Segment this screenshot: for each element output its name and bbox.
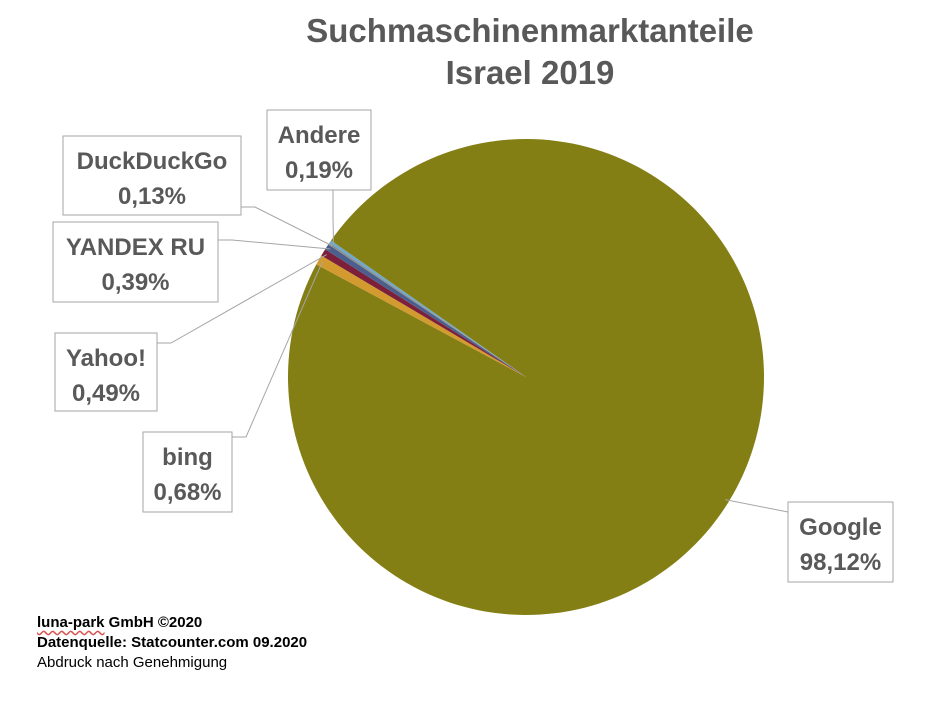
slice-value-yandex-ru: 0,39% bbox=[101, 269, 169, 296]
label-box-yahoo bbox=[54, 332, 158, 412]
slice-name-bing: bing bbox=[162, 444, 213, 471]
leader-line-duckduckgo bbox=[241, 206, 333, 247]
pie-slice-yandex-ru bbox=[325, 244, 526, 377]
label-box-andere bbox=[266, 109, 372, 191]
brand-name: luna-park bbox=[37, 614, 105, 631]
leader-line-yandex-ru bbox=[218, 239, 331, 250]
pie-slice-yahoo bbox=[321, 249, 526, 377]
copyright-text: GmbH ©2020 bbox=[104, 614, 203, 631]
label-box-yandex-ru bbox=[52, 221, 219, 303]
label-box-duckduckgo bbox=[62, 135, 242, 216]
slice-value-bing: 0,68% bbox=[153, 479, 221, 506]
chart-title-line-1: Suchmaschinenmarktanteile bbox=[306, 12, 754, 49]
data-source: Datenquelle: Statcounter.com 09.2020 bbox=[37, 634, 308, 651]
pie-slice-andere bbox=[329, 240, 526, 377]
slice-name-yandex-ru: YANDEX RU bbox=[66, 234, 205, 261]
chart-footer: luna-park GmbH ©2020 Datenquelle: Statco… bbox=[37, 613, 307, 673]
slice-value-andere: 0,19% bbox=[285, 157, 353, 184]
pie-slice-duckduckgo bbox=[328, 242, 526, 377]
leader-line-andere bbox=[332, 190, 335, 244]
reprint-note: Abdruck nach Genehmigung bbox=[37, 654, 228, 671]
label-box-bing bbox=[142, 431, 233, 513]
slice-name-google: Google bbox=[799, 514, 882, 541]
leader-line-bing bbox=[232, 261, 323, 438]
label-leader-lines bbox=[157, 190, 789, 513]
slice-name-yahoo: Yahoo! bbox=[66, 345, 146, 372]
pie-slices bbox=[287, 139, 764, 616]
leader-line-yahoo bbox=[157, 254, 327, 344]
pie-slice-bing bbox=[316, 255, 526, 377]
label-box-google bbox=[787, 501, 894, 583]
copyright-line: luna-park GmbH ©2020 bbox=[37, 613, 307, 633]
pie-slice-google bbox=[287, 139, 764, 616]
slice-value-google: 98,12% bbox=[800, 549, 881, 576]
chart-title-line-2: Israel 2019 bbox=[445, 54, 615, 91]
chart-title: Suchmaschinenmarktanteile Israel 2019 bbox=[230, 10, 830, 94]
slice-labels: Google 98,12% bing 0,68% Yahoo! 0,49% YANDEX R… bbox=[52, 109, 894, 583]
slice-value-duckduckgo: 0,13% bbox=[118, 183, 186, 210]
slice-value-yahoo: 0,49% bbox=[72, 380, 140, 407]
leader-line-google bbox=[725, 499, 789, 513]
slice-name-duckduckgo: DuckDuckGo bbox=[77, 148, 228, 175]
slice-name-andere: Andere bbox=[278, 122, 361, 149]
